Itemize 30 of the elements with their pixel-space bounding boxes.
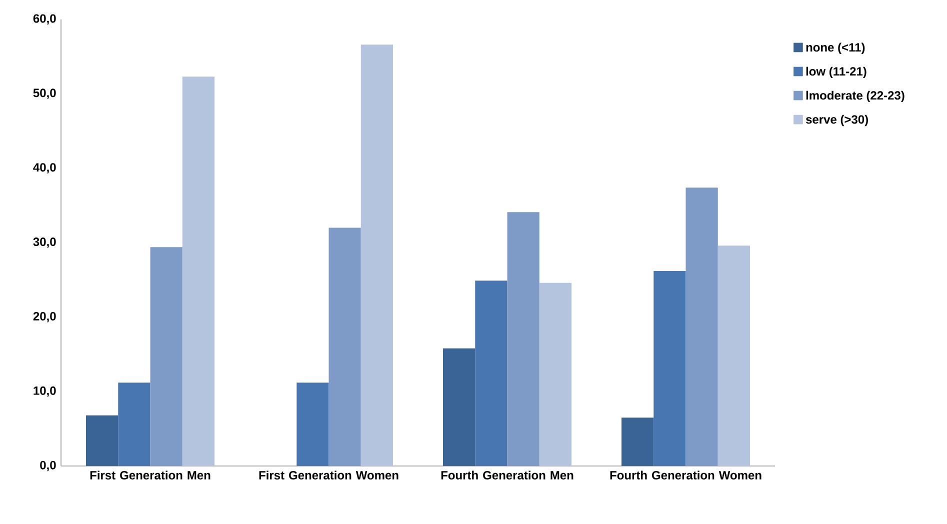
y-tick-label: 30,0 [33,238,56,248]
bar [296,382,329,466]
legend-label: serve (>30) [806,114,868,126]
legend-label: low (11-21) [806,66,866,78]
legend-label: lmoderate (22-23) [806,90,904,102]
bar [118,382,150,466]
bar [621,418,654,466]
bar [360,44,394,466]
x-tick-label: Fourth Generation Women [610,470,762,480]
x-tick-label: Fourth Generation Men [441,470,574,480]
y-tick-label: 10,0 [34,386,56,397]
bar [475,280,508,466]
x-tick-label: First Generation Men [90,470,210,480]
bar [150,247,182,466]
bar [718,246,750,466]
bar [86,415,118,466]
y-tick-label: 50,0 [33,88,56,99]
bar [539,282,572,466]
y-tick-label: 60,0 [33,14,56,24]
y-tick-label: 40,0 [33,163,56,174]
bar [182,76,215,466]
y-tick-label: 0,0 [40,460,56,472]
x-tick-label: First Generation Women [259,470,398,480]
bar [442,348,476,466]
bar [328,228,361,466]
bar [507,212,540,466]
legend-label: none (<11) [806,42,865,54]
bar [654,270,686,466]
y-tick-label: 20,0 [33,312,56,322]
bar [686,188,718,466]
